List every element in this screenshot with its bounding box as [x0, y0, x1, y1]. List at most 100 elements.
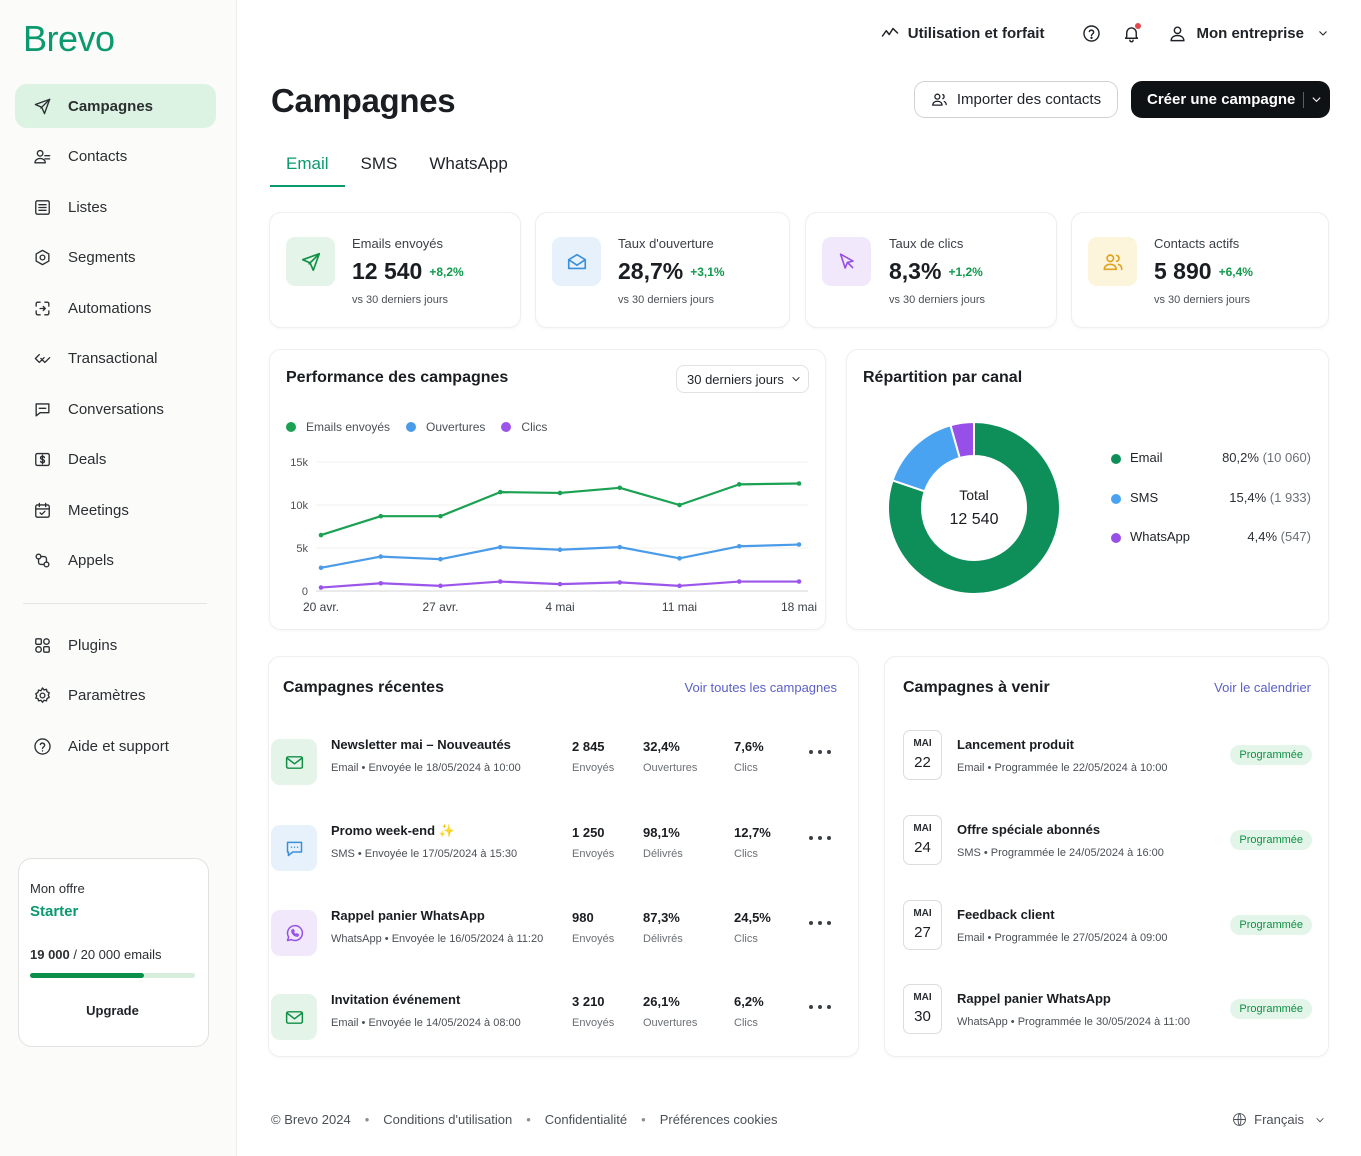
status-badge: Programmée	[1230, 830, 1312, 850]
sidebar-item-parametres[interactable]: Paramètres	[15, 674, 216, 718]
secondary-nav: Plugins Paramètres Aide et support	[15, 623, 216, 775]
kpi-delta: +6,4%	[1218, 265, 1253, 279]
stat-value: 3 210	[572, 994, 605, 1009]
data-point	[438, 513, 443, 519]
copyright: © Brevo 2024	[271, 1112, 351, 1127]
recent-campaign-row[interactable]: Promo week-end ✨ SMS • Envoyée le 17/05/2…	[269, 817, 858, 877]
recent-campaigns-panel: Campagnes récentes Voir toutes les campa…	[268, 656, 859, 1057]
data-point	[736, 543, 742, 549]
tab-whatsapp[interactable]: WhatsApp	[429, 154, 508, 173]
tab-sms[interactable]: SMS	[360, 154, 398, 173]
upcoming-campaign-row[interactable]: MAI 30 Rappel panier WhatsApp WhatsApp • Pr…	[885, 984, 1328, 1044]
account-menu[interactable]: Mon entreprise	[1168, 24, 1329, 43]
date-month: MAI	[913, 908, 932, 919]
sidebar-item-plugins[interactable]: Plugins	[15, 623, 216, 667]
data-point	[318, 532, 324, 538]
import-contacts-button[interactable]: Importer des contacts	[914, 81, 1118, 118]
campaign-name: Newsletter mai – Nouveautés	[331, 737, 511, 752]
performance-title: Performance des campagnes	[286, 369, 509, 386]
footer-link[interactable]: Conditions d'utilisation	[383, 1112, 513, 1127]
stat-label: Clics	[734, 1017, 758, 1029]
notifications-button[interactable]	[1120, 22, 1142, 44]
stat-value: 32,4%	[643, 739, 680, 754]
x-tick-label: 18 mai	[781, 600, 817, 614]
recent-campaign-row[interactable]: Invitation événement Email • Envoyée le 1…	[269, 986, 858, 1046]
campaign-stat: 3 210 Envoyés	[572, 994, 614, 1029]
plan-name: Starter	[30, 903, 79, 920]
sidebar-item-listes[interactable]: Listes	[15, 185, 216, 229]
recent-campaign-row[interactable]: Newsletter mai – Nouveautés Email • Envoy…	[269, 731, 858, 791]
period-value: 30 derniers jours	[687, 371, 784, 387]
upcoming-campaign-row[interactable]: MAI 27 Feedback client Email • Programmée l…	[885, 900, 1328, 960]
stat-label: Envoyés	[572, 933, 615, 945]
sidebar-item-transactional[interactable]: Transactional	[15, 337, 216, 381]
chevron-down-icon[interactable]	[1311, 94, 1322, 105]
data-point	[557, 547, 563, 553]
kpi-value: 12 540 +8,2%	[352, 258, 464, 285]
donut-legend: Email 80,2% (10 060) SMS 15,4% (1 933) Whats…	[1111, 450, 1311, 569]
more-options-button[interactable]	[809, 831, 831, 845]
tab-email[interactable]: Email	[270, 148, 345, 187]
legend-dot	[1111, 533, 1121, 543]
upcoming-campaign-row[interactable]: MAI 24 Offre spéciale abonnés SMS • Program…	[885, 815, 1328, 875]
sidebar-icon-wrap	[32, 399, 52, 419]
sidebar-item-automations[interactable]: Automations	[15, 286, 216, 330]
more-options-button[interactable]	[809, 1000, 831, 1014]
stat-value: 1 250	[572, 825, 605, 840]
language-select[interactable]: Français	[1232, 1112, 1325, 1127]
period-select[interactable]: 30 derniers jours	[676, 365, 809, 393]
donut-slice	[887, 420, 1061, 595]
data-point	[557, 581, 563, 587]
donut-legend-value: 4,4% (547)	[1247, 529, 1311, 544]
kpi-subtext: vs 30 derniers jours	[889, 294, 985, 306]
sidebar-item-meetings[interactable]: Meetings	[15, 488, 216, 532]
sidebar-item-contacts[interactable]: Contacts	[15, 135, 216, 179]
footer-separator: •	[526, 1112, 531, 1127]
sidebar-icon-wrap	[32, 248, 52, 268]
x-tick-label: 11 mai	[662, 600, 697, 614]
campaign-meta: Email • Envoyée le 14/05/2024 à 08:00	[331, 1017, 521, 1029]
usage-link[interactable]: Utilisation et forfait	[881, 24, 1044, 42]
sidebar-item-label: Segments	[68, 249, 136, 266]
dot	[818, 836, 822, 840]
date-badge: MAI 24	[903, 815, 942, 865]
upgrade-button[interactable]: Upgrade	[86, 1003, 139, 1018]
date-day: 24	[914, 839, 931, 856]
more-options-button[interactable]	[809, 745, 831, 759]
stat-value: 2 845	[572, 739, 605, 754]
recent-campaign-row[interactable]: Rappel panier WhatsApp WhatsApp • Envoyée…	[269, 902, 858, 962]
automations-icon	[34, 300, 50, 316]
sidebar-item-aide-et-support[interactable]: Aide et support	[15, 724, 216, 768]
campaign-stat: 1 250 Envoyés	[572, 825, 614, 860]
create-campaign-button[interactable]: Créer une campagne	[1131, 81, 1330, 118]
brevo-logo[interactable]: Brevo	[23, 18, 115, 59]
sidebar-item-deals[interactable]: Deals	[15, 438, 216, 482]
chevron-down-icon	[1316, 1117, 1324, 1122]
sidebar-item-conversations[interactable]: Conversations	[15, 387, 216, 431]
sidebar-item-appels[interactable]: Appels	[15, 539, 216, 583]
kpi-subtext: vs 30 derniers jours	[618, 294, 714, 306]
donut-center-value: 12 540	[950, 511, 999, 528]
kpi-icon-box	[1088, 237, 1137, 286]
date-month: MAI	[913, 823, 932, 834]
calendar-link[interactable]: Voir le calendrier	[1214, 680, 1311, 695]
mail-icon	[285, 755, 303, 769]
all-campaigns-link[interactable]: Voir toutes les campagnes	[684, 680, 837, 695]
more-options-button[interactable]	[809, 916, 831, 930]
footer-link[interactable]: Préférences cookies	[659, 1112, 778, 1127]
footer-link[interactable]: Confidentialité	[544, 1112, 628, 1127]
segments-icon	[34, 249, 50, 266]
upcoming-campaign-row[interactable]: MAI 22 Lancement produit Email • Programmée…	[885, 730, 1328, 790]
sidebar-item-segments[interactable]: Segments	[15, 236, 216, 280]
legend-label: Clics	[521, 420, 548, 434]
stat-value: 7,6%	[734, 739, 764, 754]
plan-progress-fill	[30, 973, 145, 978]
stat-label: Clics	[734, 848, 758, 860]
legend-dot	[501, 422, 512, 432]
sidebar-icon-wrap	[32, 635, 52, 655]
sidebar-icon-wrap	[32, 147, 52, 167]
campaign-stat: 26,1% Ouvertures	[643, 994, 697, 1029]
help-button[interactable]	[1080, 22, 1102, 44]
sidebar-item-campagnes[interactable]: Campagnes	[15, 84, 216, 128]
whatsapp-icon	[286, 924, 303, 941]
